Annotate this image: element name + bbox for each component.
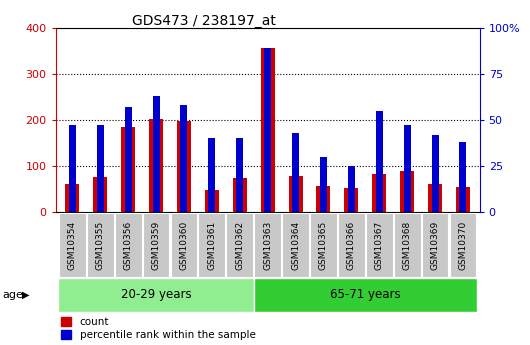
Bar [115, 213, 142, 277]
Bar [121, 127, 135, 212]
Bar [449, 213, 476, 277]
Text: GSM10366: GSM10366 [347, 220, 356, 269]
Bar [431, 135, 438, 212]
Text: GSM10359: GSM10359 [152, 220, 161, 269]
Bar [97, 126, 104, 212]
Text: 65-71 years: 65-71 years [330, 288, 401, 302]
Bar [376, 111, 383, 212]
Text: GSM10356: GSM10356 [123, 220, 132, 269]
Legend: count, percentile rank within the sample: count, percentile rank within the sample [61, 317, 255, 340]
Bar [149, 119, 163, 212]
Text: GSM10368: GSM10368 [403, 220, 412, 269]
Bar [177, 121, 191, 212]
Bar [233, 178, 247, 212]
Bar [428, 184, 442, 212]
Bar [254, 213, 281, 277]
Text: ▶: ▶ [22, 290, 30, 300]
Bar [310, 213, 337, 277]
Bar [143, 213, 170, 277]
Bar [282, 213, 309, 277]
Text: GSM10362: GSM10362 [235, 220, 244, 269]
Text: GSM10364: GSM10364 [291, 220, 300, 269]
Text: GSM10354: GSM10354 [68, 220, 77, 269]
Text: age: age [3, 290, 23, 300]
Bar [460, 142, 466, 212]
Bar [125, 107, 131, 212]
Bar [171, 213, 197, 277]
Bar [316, 186, 330, 212]
Bar [338, 213, 365, 277]
Bar [372, 174, 386, 212]
Bar [348, 166, 355, 212]
Bar [400, 171, 414, 212]
Bar [65, 184, 80, 212]
Bar [236, 138, 243, 212]
Bar [208, 138, 215, 212]
Bar [181, 105, 188, 212]
Bar [422, 213, 448, 277]
Text: GSM10355: GSM10355 [96, 220, 105, 269]
Text: GSM10367: GSM10367 [375, 220, 384, 269]
Text: GSM10369: GSM10369 [430, 220, 439, 269]
Bar [205, 190, 219, 212]
Text: GDS473 / 238197_at: GDS473 / 238197_at [132, 14, 276, 28]
Text: GSM10360: GSM10360 [180, 220, 189, 269]
Bar [456, 187, 470, 212]
Text: GSM10363: GSM10363 [263, 220, 272, 269]
Bar [254, 278, 477, 312]
Text: GSM10361: GSM10361 [207, 220, 216, 269]
Bar [261, 48, 275, 212]
Text: 20-29 years: 20-29 years [121, 288, 191, 302]
Text: GSM10370: GSM10370 [458, 220, 467, 269]
Text: GSM10365: GSM10365 [319, 220, 328, 269]
Bar [153, 96, 160, 212]
Bar [404, 126, 411, 212]
Bar [58, 278, 254, 312]
Bar [344, 188, 358, 212]
Bar [320, 157, 327, 212]
Bar [288, 176, 303, 212]
Bar [69, 126, 76, 212]
Bar [394, 213, 420, 277]
Bar [59, 213, 86, 277]
Bar [264, 48, 271, 212]
Bar [366, 213, 393, 277]
Bar [226, 213, 253, 277]
Bar [87, 213, 113, 277]
Bar [292, 133, 299, 212]
Bar [93, 177, 107, 212]
Bar [198, 213, 225, 277]
